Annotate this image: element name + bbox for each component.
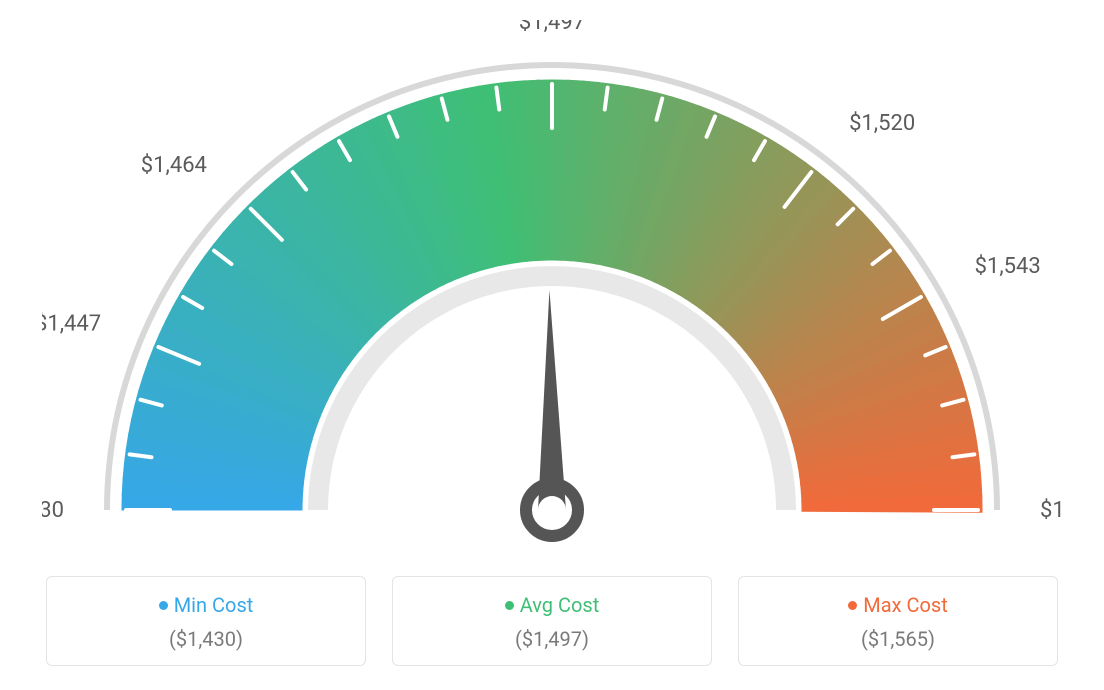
needle-hub-inner [538, 496, 566, 524]
avg-cost-label: Avg Cost [520, 593, 600, 617]
tick-label: $1,565 [1040, 498, 1062, 523]
gauge-wrap: $1,430 $1,447 $1,464 $1,497 $1,520 $1,543 $1,5… [42, 20, 1062, 550]
min-cost-card: Min Cost ($1,430) [46, 576, 366, 666]
minor-tick [496, 88, 499, 110]
tick-label: $1,447 [42, 311, 101, 336]
min-cost-label: Min Cost [174, 593, 254, 617]
avg-dot-icon [505, 601, 514, 610]
tick-label: $1,543 [975, 254, 1041, 279]
tick-label: $1,464 [141, 153, 207, 178]
avg-cost-value: ($1,497) [393, 627, 711, 651]
minor-tick [605, 88, 608, 110]
max-cost-value: ($1,565) [739, 627, 1057, 651]
needle [538, 290, 566, 510]
cost-cards: Min Cost ($1,430) Avg Cost ($1,497) Max … [46, 576, 1058, 666]
minor-tick [953, 454, 975, 457]
avg-cost-title: Avg Cost [393, 593, 711, 617]
tick-label: $1,430 [42, 498, 64, 523]
gauge-chart-container: $1,430 $1,447 $1,464 $1,497 $1,520 $1,543 $1,5… [0, 0, 1104, 690]
max-cost-title: Max Cost [739, 593, 1057, 617]
min-dot-icon [159, 601, 168, 610]
max-cost-label: Max Cost [863, 593, 948, 617]
gauge-svg: $1,430 $1,447 $1,464 $1,497 $1,520 $1,543 $1,5… [42, 20, 1062, 550]
min-cost-title: Min Cost [47, 593, 365, 617]
max-dot-icon [848, 601, 857, 610]
avg-cost-card: Avg Cost ($1,497) [392, 576, 712, 666]
tick-label: $1,497 [519, 20, 585, 35]
minor-tick [130, 454, 152, 457]
min-cost-value: ($1,430) [47, 627, 365, 651]
max-cost-card: Max Cost ($1,565) [738, 576, 1058, 666]
tick-label: $1,520 [849, 111, 915, 136]
